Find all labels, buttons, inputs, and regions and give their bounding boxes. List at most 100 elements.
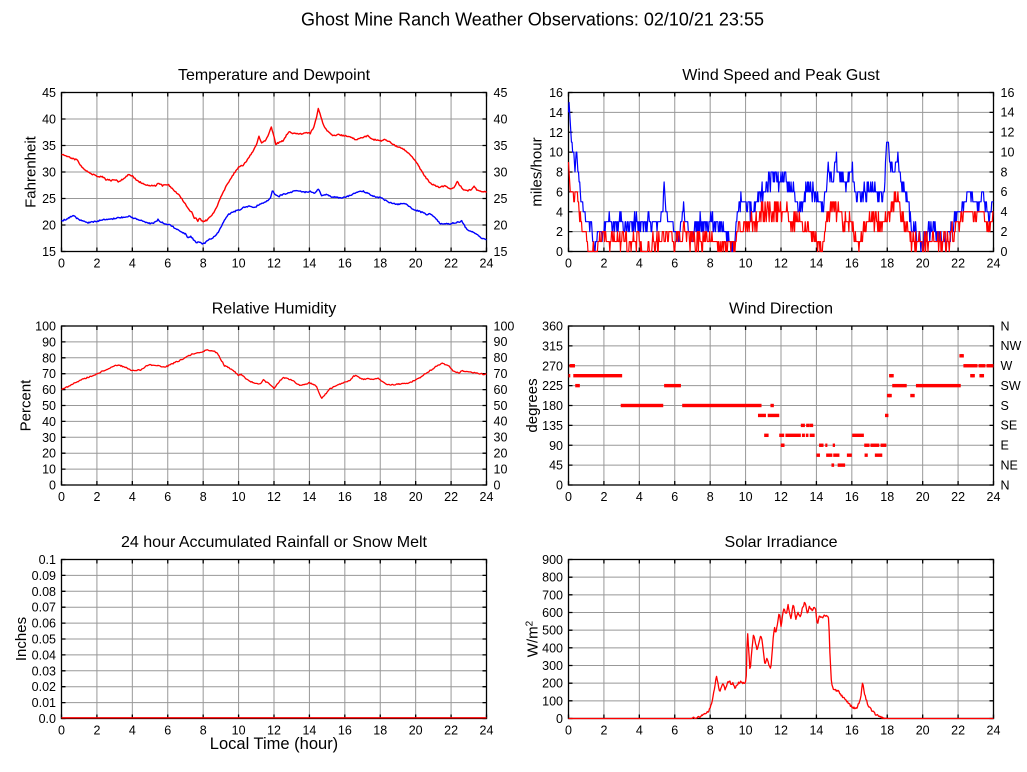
svg-text:2: 2 [556,225,563,239]
svg-text:25: 25 [42,192,56,206]
svg-text:Inches: Inches [13,617,30,661]
svg-text:16: 16 [1001,86,1015,100]
svg-text:50: 50 [42,399,56,413]
svg-text:20: 20 [409,490,423,504]
svg-text:0.02: 0.02 [32,680,56,694]
svg-text:200: 200 [542,677,563,691]
svg-text:100: 100 [35,320,56,334]
svg-text:10: 10 [739,490,753,504]
svg-text:12: 12 [774,257,788,271]
svg-text:20: 20 [916,724,930,738]
svg-text:90: 90 [494,335,508,349]
svg-text:600: 600 [542,606,563,620]
svg-text:6: 6 [556,185,563,199]
svg-text:0.04: 0.04 [32,648,56,662]
svg-text:Percent: Percent [18,379,35,432]
svg-text:0: 0 [556,479,563,493]
svg-text:8: 8 [556,166,563,180]
svg-text:70: 70 [494,367,508,381]
svg-text:Solar Irradiance: Solar Irradiance [725,534,838,551]
svg-text:6: 6 [164,490,171,504]
svg-text:135: 135 [542,419,563,433]
svg-text:16: 16 [549,86,563,100]
svg-text:500: 500 [542,624,563,638]
svg-text:6: 6 [671,490,678,504]
svg-text:100: 100 [542,694,563,708]
svg-text:24: 24 [480,490,494,504]
svg-text:N: N [1001,478,1010,492]
svg-text:45: 45 [549,459,563,473]
svg-text:14: 14 [302,724,316,738]
svg-text:20: 20 [42,447,56,461]
svg-text:700: 700 [542,588,563,602]
svg-text:0.1: 0.1 [39,553,56,567]
svg-text:W/m2: W/m2 [524,620,542,657]
svg-text:S: S [1001,399,1009,413]
svg-text:14: 14 [1001,106,1015,120]
svg-text:0: 0 [556,245,563,259]
svg-text:18: 18 [373,490,387,504]
svg-text:4: 4 [129,724,136,738]
svg-text:40: 40 [42,113,56,127]
svg-text:30: 30 [494,165,508,179]
svg-text:6: 6 [1001,185,1008,199]
svg-text:8: 8 [707,490,714,504]
svg-text:NW: NW [1001,339,1022,353]
svg-text:270: 270 [542,359,563,373]
svg-text:8: 8 [707,257,714,271]
svg-text:0.05: 0.05 [32,633,56,647]
svg-text:12: 12 [1001,126,1015,140]
svg-text:10: 10 [42,463,56,477]
svg-text:2: 2 [93,724,100,738]
svg-text:40: 40 [42,415,56,429]
svg-text:0: 0 [565,490,572,504]
svg-text:4: 4 [556,205,563,219]
svg-text:Local Time (hour): Local Time (hour) [210,735,338,753]
svg-text:80: 80 [42,351,56,365]
svg-text:24: 24 [480,257,494,271]
svg-text:0.03: 0.03 [32,664,56,678]
svg-text:2: 2 [93,257,100,271]
svg-text:315: 315 [542,339,563,353]
svg-text:20: 20 [494,218,508,232]
svg-text:4: 4 [636,257,643,271]
svg-text:4: 4 [129,490,136,504]
svg-text:16: 16 [845,257,859,271]
svg-text:10: 10 [232,257,246,271]
svg-text:12: 12 [267,724,281,738]
svg-text:6: 6 [671,724,678,738]
svg-text:W: W [1001,359,1013,373]
svg-text:22: 22 [444,724,458,738]
svg-text:0.07: 0.07 [32,601,56,615]
svg-text:60: 60 [494,383,508,397]
svg-text:12: 12 [549,126,563,140]
svg-text:8: 8 [707,724,714,738]
svg-text:Wind Speed and Peak Gust: Wind Speed and Peak Gust [682,67,880,84]
svg-text:14: 14 [809,490,823,504]
svg-text:24: 24 [480,724,494,738]
svg-text:24: 24 [987,257,1001,271]
svg-text:10: 10 [549,146,563,160]
svg-text:22: 22 [951,490,965,504]
svg-text:N: N [1001,319,1010,333]
svg-text:22: 22 [444,490,458,504]
svg-text:12: 12 [267,490,281,504]
svg-text:180: 180 [542,399,563,413]
svg-text:0: 0 [565,257,572,271]
svg-text:16: 16 [845,724,859,738]
svg-text:18: 18 [880,257,894,271]
svg-text:20: 20 [42,219,56,233]
svg-text:2: 2 [600,490,607,504]
svg-text:24 hour Accumulated Rainfall o: 24 hour Accumulated Rainfall or Snow Mel… [121,534,427,551]
svg-text:0.0: 0.0 [39,712,56,726]
svg-text:14: 14 [549,106,563,120]
svg-text:Ghost Mine Ranch Weather Obser: Ghost Mine Ranch Weather Observations: 0… [301,10,764,30]
svg-text:10: 10 [739,257,753,271]
svg-text:6: 6 [164,257,171,271]
svg-text:14: 14 [302,257,316,271]
svg-text:2: 2 [1001,225,1008,239]
svg-text:20: 20 [916,257,930,271]
svg-text:12: 12 [774,490,788,504]
svg-text:14: 14 [809,724,823,738]
svg-text:0: 0 [494,478,501,492]
